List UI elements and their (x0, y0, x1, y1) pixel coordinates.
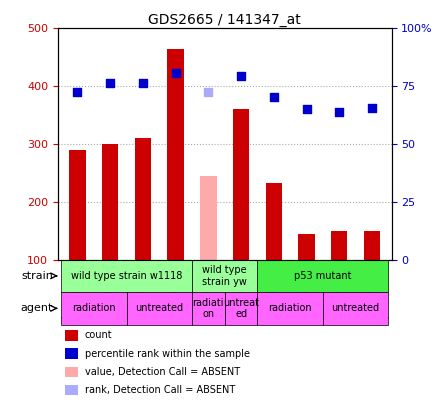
Point (172, 70, 179, 77)
Bar (102, 144, 118, 260)
Text: percentile rank within the sample: percentile rank within the sample (85, 349, 250, 358)
Bar (65, 385, 78, 395)
Point (368, 105, 376, 111)
Bar (266, 183, 282, 260)
Bar (364, 231, 380, 260)
FancyBboxPatch shape (192, 260, 258, 292)
Bar (200, 176, 217, 260)
Text: agent: agent (20, 303, 53, 313)
Text: wild type strain w1118: wild type strain w1118 (71, 271, 182, 281)
Bar (135, 138, 151, 260)
Bar (331, 231, 348, 260)
Bar (233, 109, 249, 260)
Text: radiati
on: radiati on (193, 298, 224, 319)
Text: untreated: untreated (332, 303, 380, 313)
Text: untreat
ed: untreat ed (223, 298, 259, 319)
Text: p53 mutant: p53 mutant (294, 271, 352, 281)
Text: value, Detection Call = ABSENT: value, Detection Call = ABSENT (85, 367, 240, 377)
Text: radiation: radiation (268, 303, 312, 313)
Point (303, 106, 310, 113)
Bar (65, 348, 78, 358)
FancyBboxPatch shape (258, 292, 323, 325)
Title: GDS2665 / 141347_at: GDS2665 / 141347_at (148, 13, 301, 27)
Text: rank, Detection Call = ABSENT: rank, Detection Call = ABSENT (85, 385, 235, 395)
Point (139, 80, 146, 87)
Bar (65, 367, 78, 377)
FancyBboxPatch shape (225, 292, 258, 325)
Bar (65, 330, 78, 341)
FancyBboxPatch shape (323, 292, 388, 325)
Point (107, 80, 114, 87)
Text: strain: strain (21, 271, 53, 281)
Text: count: count (85, 330, 112, 341)
Bar (298, 234, 315, 260)
Text: untreated: untreated (135, 303, 183, 313)
Point (336, 109, 343, 115)
Point (270, 93, 277, 100)
Point (74, 89, 81, 95)
FancyBboxPatch shape (126, 292, 192, 325)
FancyBboxPatch shape (61, 260, 192, 292)
FancyBboxPatch shape (258, 260, 388, 292)
Point (238, 72, 245, 79)
Point (205, 89, 212, 95)
Bar (167, 49, 184, 260)
Text: wild type
strain yw: wild type strain yw (202, 265, 247, 287)
FancyBboxPatch shape (61, 292, 126, 325)
Text: radiation: radiation (72, 303, 116, 313)
FancyBboxPatch shape (192, 292, 225, 325)
Bar (69, 150, 85, 260)
